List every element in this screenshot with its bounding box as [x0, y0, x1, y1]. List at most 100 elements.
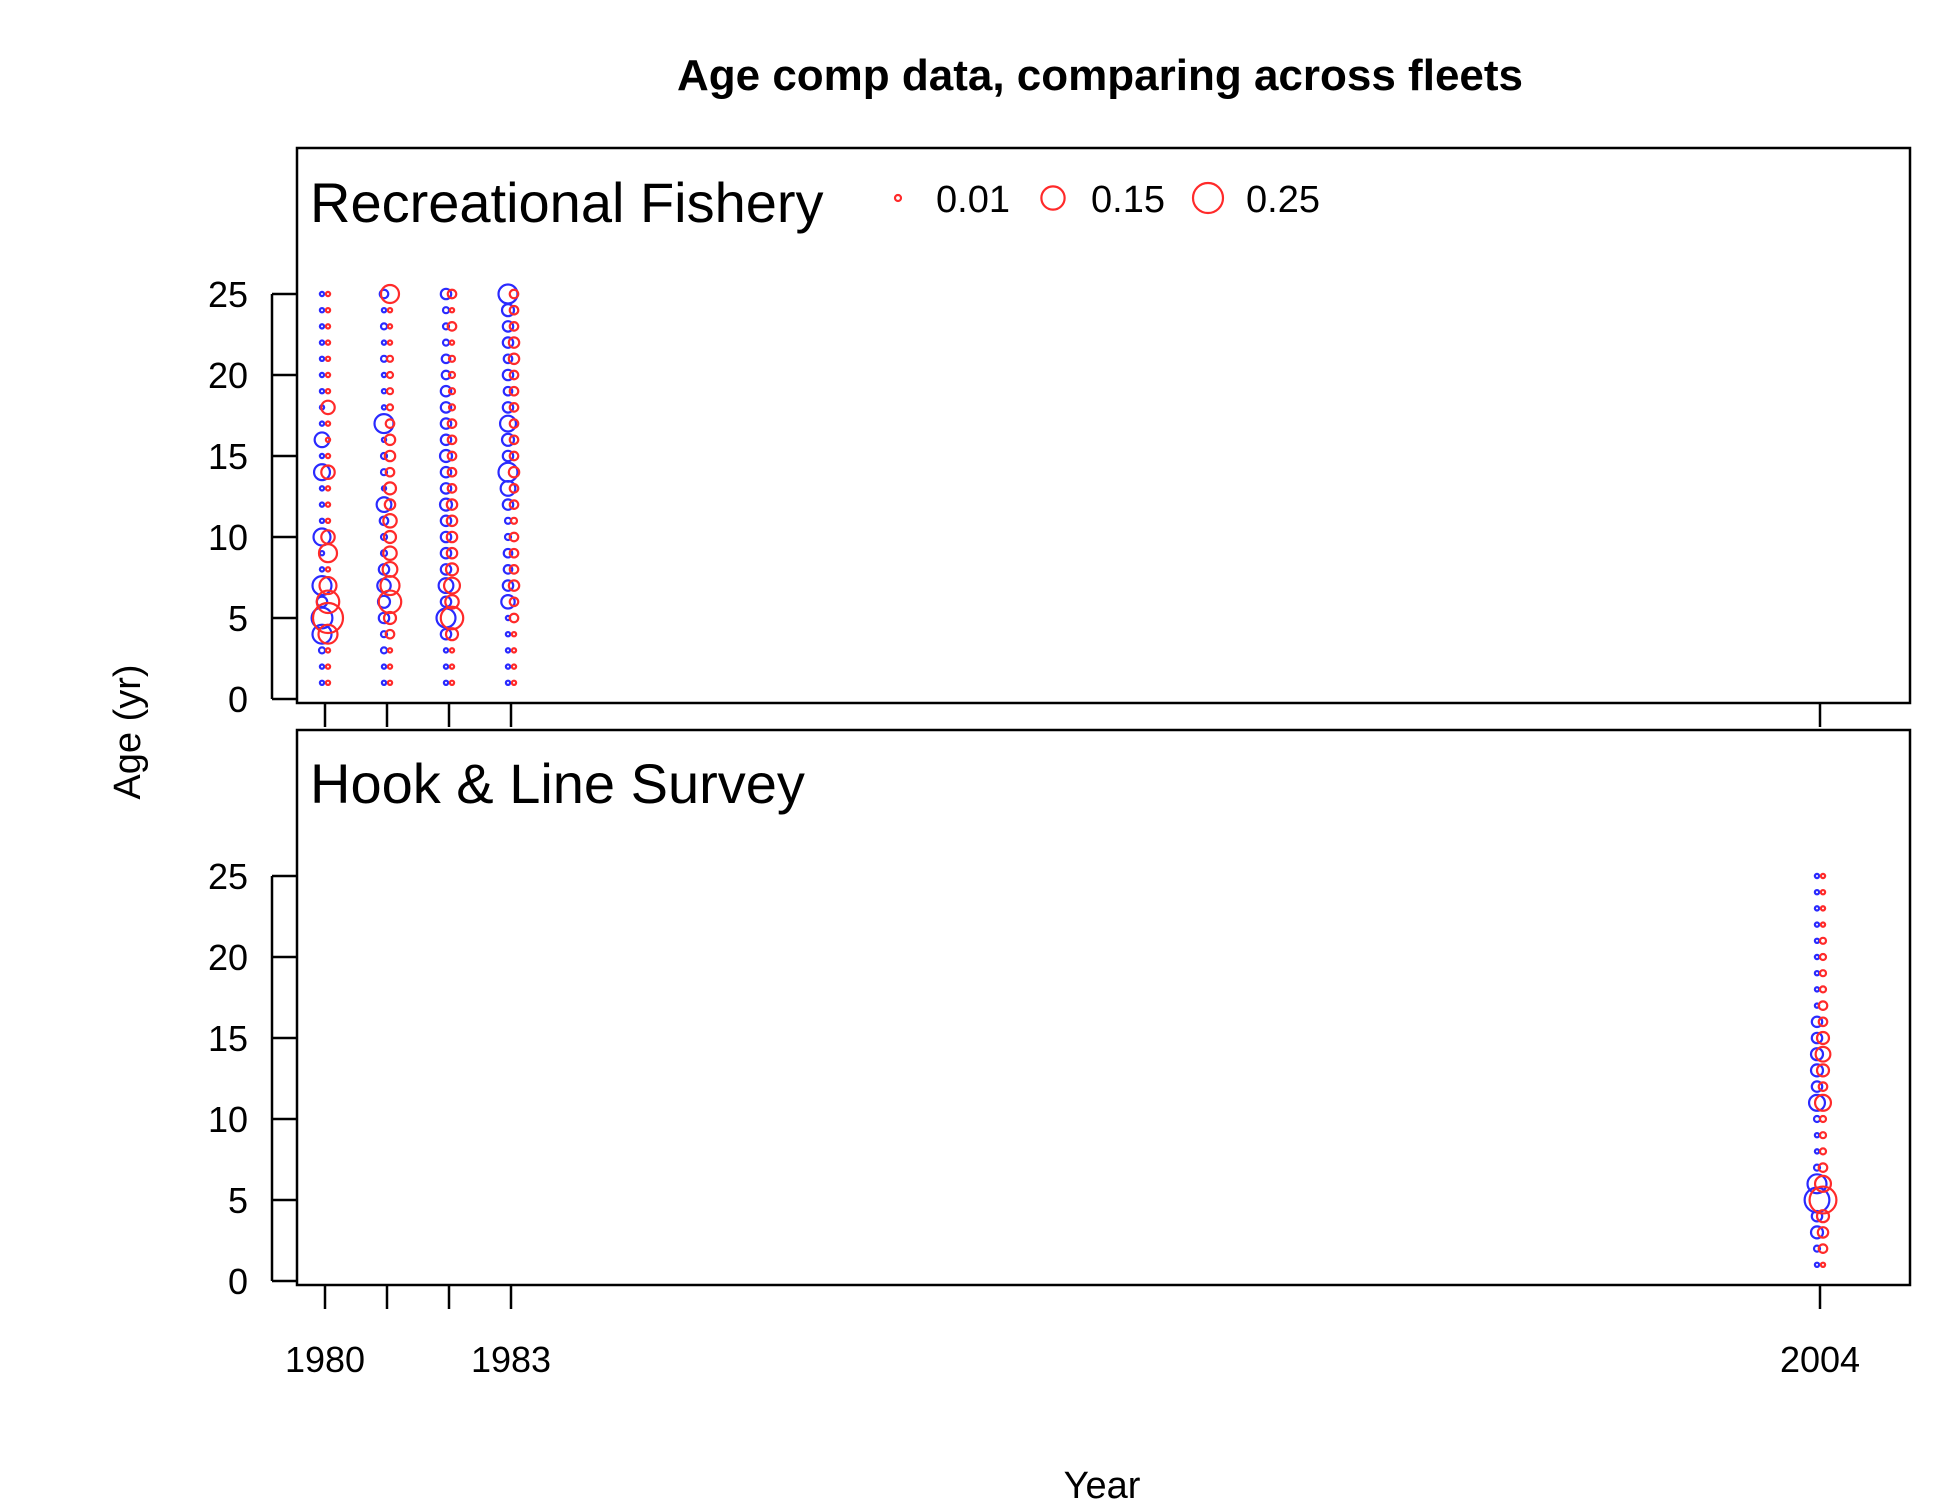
- bubble-male: [442, 679, 450, 687]
- bubble-male: [1812, 1163, 1822, 1172]
- bubble-female: [447, 403, 457, 412]
- bubble-male: [502, 353, 514, 365]
- bubble-male: [497, 283, 519, 305]
- legend: 0.01 0.15 0.25: [893, 179, 1320, 221]
- bubble-female: [318, 576, 338, 596]
- legend-label: 0.15: [1091, 179, 1165, 221]
- bubble-female: [507, 579, 521, 592]
- bubble-male: [439, 563, 453, 576]
- bubble-female: [1815, 1030, 1831, 1046]
- bubble-female: [448, 306, 456, 314]
- x-tick-label: 2004: [1780, 1339, 1860, 1380]
- bubble-male: [1813, 1148, 1821, 1155]
- bubble-female: [510, 630, 518, 638]
- panel-frame-top: [295, 146, 1912, 705]
- y-tick-label: 25: [208, 274, 248, 315]
- legend-label: 0.01: [936, 179, 1010, 221]
- bubble-male: [380, 679, 388, 687]
- bubble-female: [448, 679, 456, 687]
- bubble-female: [386, 647, 394, 654]
- bubble-male: [437, 577, 455, 595]
- bubble-male: [318, 355, 326, 363]
- bubble-female: [1817, 1081, 1829, 1092]
- bubble-female: [1818, 969, 1828, 978]
- bubble-female: [1815, 1063, 1831, 1078]
- bubble-female: [324, 517, 332, 525]
- bubble-female: [509, 516, 519, 525]
- bubble-male: [377, 611, 391, 625]
- bubble-female: [1819, 921, 1827, 928]
- y-tick-label: 0: [228, 679, 248, 720]
- y-tick-label: 5: [228, 1180, 248, 1221]
- bubble-male: [318, 420, 326, 427]
- bubble-female: [508, 450, 520, 462]
- bubble-female: [510, 663, 518, 670]
- bubble-female: [324, 647, 332, 654]
- bubble-male: [379, 646, 389, 655]
- bubble-female: [444, 593, 460, 610]
- y-tick-label: 25: [208, 856, 248, 897]
- bubble-female: [382, 481, 398, 496]
- bubble-male: [380, 306, 388, 314]
- bubble-male: [1813, 986, 1821, 993]
- bubble-male: [318, 452, 326, 460]
- bubble-male: [318, 663, 326, 670]
- bubble-female: [320, 529, 336, 545]
- bubble-male: [313, 431, 331, 449]
- bubble-male: [439, 482, 453, 495]
- bubble-female: [324, 436, 332, 444]
- bubble-male: [1813, 872, 1821, 880]
- bubble-male: [501, 401, 515, 414]
- bubble-female: [379, 283, 401, 305]
- bubble-male: [1813, 1261, 1821, 1269]
- bubble-female: [1813, 1174, 1833, 1193]
- bubble-male: [439, 287, 453, 301]
- bubble-female: [324, 387, 332, 395]
- bubble-male: [439, 627, 453, 641]
- bubble-female: [386, 663, 394, 670]
- bubble-male: [318, 485, 326, 492]
- bubble-female: [324, 420, 332, 427]
- bubble-female: [317, 623, 339, 645]
- bubble-female: [1815, 1209, 1831, 1224]
- y-tick-label: 20: [208, 937, 248, 978]
- bubble-male: [439, 417, 453, 430]
- panel-hook-line-survey: Hook & Line Survey 0 5 10 15 20 25: [208, 728, 1912, 1309]
- bubble-female: [508, 288, 520, 300]
- bubble-male: [498, 414, 518, 433]
- bubble-female: [1816, 1226, 1830, 1239]
- bubble-female: [385, 403, 395, 412]
- bubble-male: [1810, 1031, 1824, 1045]
- bubble-male: [1809, 1063, 1825, 1078]
- bubble-female: [385, 370, 395, 380]
- bubble-male: [1813, 953, 1821, 961]
- bubble-female: [384, 418, 396, 429]
- bubble-male: [380, 387, 388, 395]
- bubble-male: [318, 517, 326, 525]
- bubble-female: [446, 450, 458, 462]
- x-ticks-top: [323, 703, 1822, 727]
- bubble-female: [508, 531, 520, 543]
- bubble-female: [1817, 1162, 1829, 1173]
- bubble-male: [438, 497, 454, 512]
- bubble-male: [501, 498, 515, 511]
- bubble-male: [1810, 1080, 1824, 1093]
- bubble-male: [318, 371, 326, 379]
- bubble-female: [446, 288, 458, 300]
- y-tick-label: 5: [228, 598, 248, 639]
- bubble-male: [1807, 1093, 1827, 1112]
- bubble-male: [438, 448, 454, 464]
- bubble-male: [380, 404, 388, 411]
- bubble-female: [324, 290, 332, 298]
- bubble-female: [324, 485, 332, 492]
- bubbles-bottom: [1803, 872, 1838, 1269]
- bubble-female: [508, 304, 520, 316]
- bubble-male: [439, 546, 453, 560]
- panel-label-recreational-fishery: Recreational Fishery: [310, 171, 824, 234]
- y-tick-label: 15: [208, 436, 248, 477]
- bubble-female: [446, 418, 458, 429]
- bubble-female: [1808, 1185, 1838, 1215]
- bubble-female: [1817, 1000, 1829, 1011]
- legend-label: 0.25: [1246, 179, 1320, 221]
- bubble-female: [1818, 952, 1828, 962]
